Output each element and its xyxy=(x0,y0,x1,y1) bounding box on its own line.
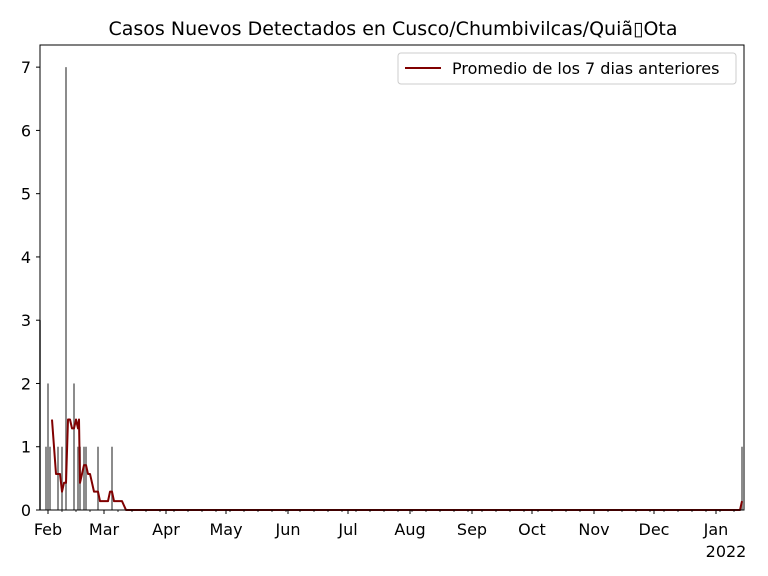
bar xyxy=(47,383,49,510)
bar xyxy=(77,446,79,510)
y-tick-label: 3 xyxy=(21,311,31,330)
y-tick-label: 5 xyxy=(21,185,31,204)
series-line xyxy=(51,418,743,511)
bar xyxy=(49,446,51,510)
bar xyxy=(73,383,75,510)
x-tick-label: Apr xyxy=(152,520,180,539)
x-tick-label: Oct xyxy=(518,520,546,539)
x-year-label: 2022 xyxy=(706,542,747,561)
y-axis: 0 1 2 3 4 5 6 7 xyxy=(21,58,40,520)
y-tick-label: 6 xyxy=(21,121,31,140)
x-axis: Feb Mar Apr May Jun Jul Aug Sep Oct Nov Dec Jan xyxy=(34,510,735,539)
bar xyxy=(83,446,85,510)
bar xyxy=(45,446,47,510)
x-tick-label: Jul xyxy=(337,520,357,539)
x-tick-label: Jan xyxy=(703,520,729,539)
x-tick-label: Mar xyxy=(89,520,120,539)
chart-title: Casos Nuevos Detectados en Cusco/Chumbiv… xyxy=(108,18,677,40)
legend: Promedio de los 7 dias anteriores xyxy=(397,52,737,85)
legend-box xyxy=(397,52,737,85)
x-tick-label: Feb xyxy=(34,520,62,539)
x-tick-label: May xyxy=(209,520,242,539)
x-tick-label: Aug xyxy=(394,520,425,539)
bar xyxy=(111,446,113,510)
bar xyxy=(97,446,99,510)
line-layer xyxy=(51,418,743,511)
x-tick-label: Sep xyxy=(457,520,487,539)
y-tick-label: 0 xyxy=(21,501,31,520)
y-tick-label: 4 xyxy=(21,248,31,267)
x-tick-label: Nov xyxy=(578,520,609,539)
y-tick-label: 1 xyxy=(21,438,31,457)
bar xyxy=(741,446,743,510)
y-tick-label: 7 xyxy=(21,58,31,77)
bar xyxy=(85,446,87,510)
y-tick-label: 2 xyxy=(21,374,31,393)
bar xyxy=(65,67,67,511)
x-tick-label: Jun xyxy=(275,520,301,539)
x-tick-label: Dec xyxy=(639,520,670,539)
bar xyxy=(57,446,59,510)
legend-label: Promedio de los 7 dias anteriores xyxy=(452,59,719,78)
plot-frame xyxy=(39,44,745,511)
bar xyxy=(61,446,63,510)
